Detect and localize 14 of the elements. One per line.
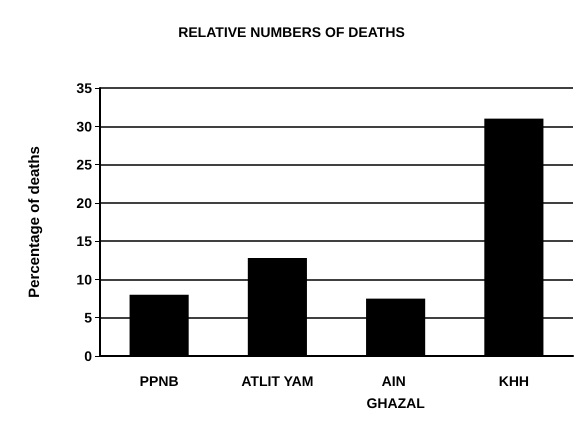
- x-tick-label: ATLIT YAM: [241, 373, 314, 389]
- x-tick-label: KHH: [498, 373, 530, 389]
- x-tick-label: PPNB: [140, 373, 179, 389]
- y-axis-title: Percentage of deaths: [26, 146, 43, 298]
- y-tick-label: 5: [84, 310, 92, 326]
- y-tick-label: 10: [76, 271, 92, 288]
- y-tick-label: 35: [76, 80, 92, 96]
- y-tick-label: 20: [76, 194, 92, 211]
- chart-title: RELATIVE NUMBERS OF DEATHS: [178, 24, 405, 40]
- y-tick-label: 30: [76, 118, 92, 134]
- x-tick-label: AIN GHAZAL: [366, 373, 426, 411]
- y-tick-label: 15: [76, 233, 92, 250]
- y-tick-label: 25: [76, 156, 92, 173]
- y-tick-label: 0: [84, 348, 92, 364]
